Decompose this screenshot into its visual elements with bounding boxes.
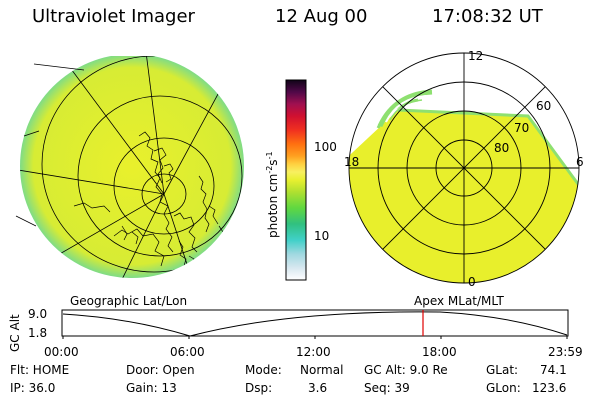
info-mode-label: Mode:: [245, 363, 282, 377]
mlat-label-60: 60: [536, 99, 551, 113]
altitude-y-low: 1.8: [28, 326, 48, 340]
app-title: Ultraviolet Imager: [32, 6, 195, 27]
info-dsp-value: 3.6: [308, 381, 328, 395]
info-glon-value: 123.6: [532, 381, 567, 395]
coverage-area: [349, 110, 578, 283]
x-tick-1800: 18:00: [422, 345, 457, 359]
info-gc-alt: GC Alt: 9.0 Re: [364, 363, 448, 377]
mlt-label-18: 18: [344, 155, 359, 169]
earth-disk: [20, 56, 244, 278]
colorbar-tick-100: 100: [314, 140, 337, 154]
aurora-arc: [377, 89, 433, 128]
info-glat-value: 74.1: [540, 363, 567, 377]
mlt-label-6: 6: [576, 155, 584, 169]
altitude-plot: [61, 309, 569, 339]
coastline: [73, 131, 224, 267]
info-seq: Seq: 39: [364, 381, 410, 395]
mlat-label-70: 70: [514, 121, 529, 135]
info-mode-value: Normal: [300, 363, 344, 377]
altitude-curve: [62, 311, 568, 337]
info-flight: Flt: HOME: [10, 363, 70, 377]
info-dsp-label: Dsp:: [245, 381, 273, 395]
colorbar-unit-label: photon cm-2s-1: [265, 151, 280, 238]
x-tick-1200: 12:00: [296, 345, 331, 359]
header-time: 17:08:32 UT: [432, 6, 543, 27]
altitude-ylabel: GC Alt: [8, 314, 22, 352]
altitude-y-high: 9.0: [28, 307, 48, 321]
info-ip: IP: 36.0: [10, 381, 56, 395]
mlt-label-12: 12: [468, 49, 483, 63]
x-tick-0000: 00:00: [44, 345, 79, 359]
mlt-label-0: 0: [468, 275, 476, 289]
geographic-label: Geographic Lat/Lon: [70, 294, 188, 308]
apex-label: Apex MLat/MLT: [414, 294, 504, 308]
info-glon-label: GLon:: [486, 381, 521, 395]
apex-polar-image: 12 0 18 6 60 70 80: [344, 49, 584, 289]
info-gain: Gain: 13: [126, 381, 177, 395]
polar-grid: [348, 52, 580, 284]
mlat-label-80: 80: [494, 141, 509, 155]
colorbar-tick-10: 10: [314, 229, 330, 243]
header-date: 12 Aug 00: [275, 6, 368, 27]
colorbar: [285, 79, 307, 281]
geographic-image: [15, 56, 244, 278]
x-tick-2359: 23:59: [548, 345, 583, 359]
info-door: Door: Open: [126, 363, 195, 377]
x-tick-0600: 06:00: [170, 345, 205, 359]
info-glat-label: GLat:: [486, 363, 519, 377]
